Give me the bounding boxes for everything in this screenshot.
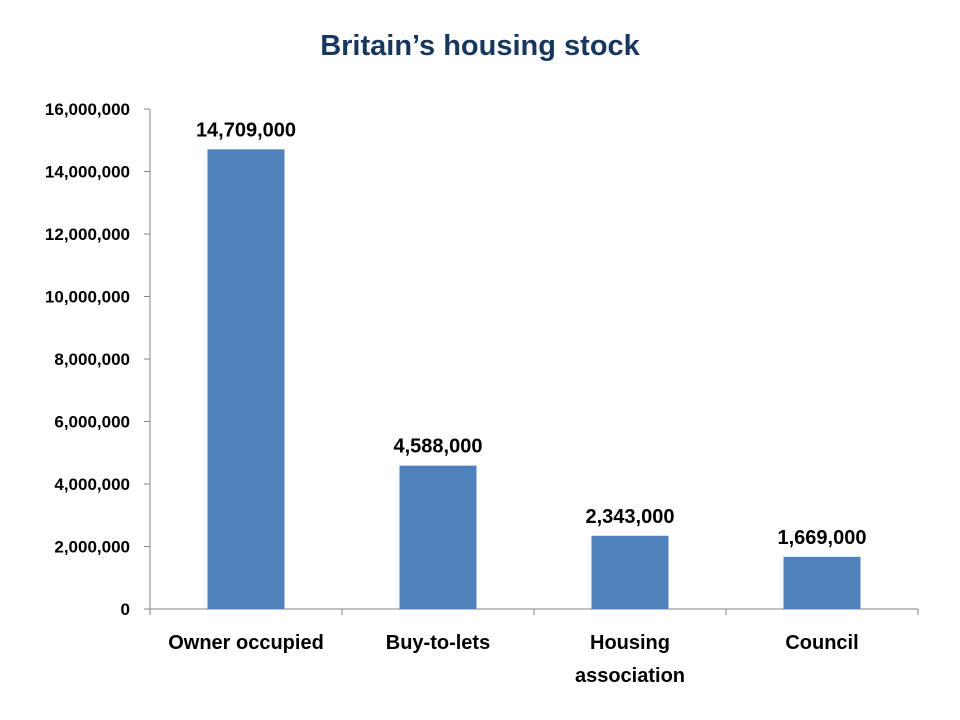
y-tick-label: 12,000,000 <box>45 225 130 244</box>
y-tick-label: 8,000,000 <box>54 350 130 369</box>
bar <box>399 465 477 609</box>
y-tick-label: 10,000,000 <box>45 288 130 307</box>
y-tick-label: 16,000,000 <box>45 100 130 119</box>
y-tick-label: 14,000,000 <box>45 163 130 182</box>
x-category-label: Buy-to-lets <box>386 632 490 654</box>
bar <box>591 535 669 609</box>
x-category-label: Council <box>785 632 858 654</box>
chart-labels: 14,709,000 Owner occupied 4,588,000 Buy-to-… <box>168 119 866 687</box>
y-tick-label: 0 <box>121 600 130 619</box>
bar <box>783 556 861 609</box>
y-tick-label: 2,000,000 <box>54 538 130 557</box>
bar <box>207 149 285 609</box>
chart-title: Britain’s housing stock <box>320 30 640 62</box>
data-label: 2,343,000 <box>586 506 675 528</box>
x-category-label: Owner occupied <box>168 632 324 654</box>
y-tick-label: 4,000,000 <box>54 475 130 494</box>
chart-axes: 0 2,000,000 4,000,000 6,000,000 8,000,000 10,… <box>45 100 919 619</box>
chart-bars <box>207 149 861 609</box>
y-tick-label: 6,000,000 <box>54 413 130 432</box>
data-label: 14,709,000 <box>196 119 296 141</box>
data-label: 1,669,000 <box>778 527 867 549</box>
data-label: 4,588,000 <box>394 436 483 458</box>
x-category-label: Housing association <box>575 632 685 687</box>
